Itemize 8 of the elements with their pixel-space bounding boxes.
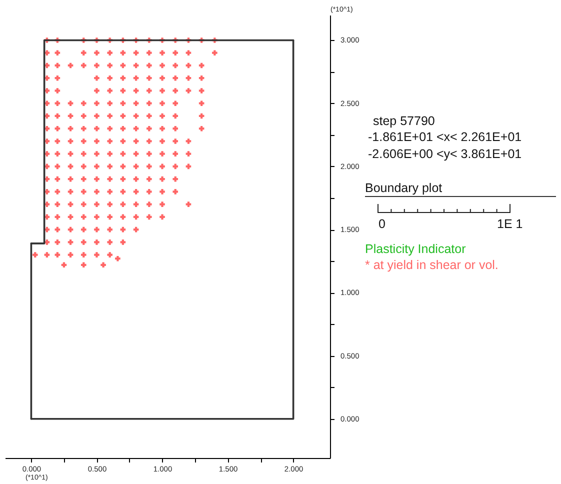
text: 0	[378, 217, 386, 231]
text: step 57790	[373, 114, 435, 128]
text: 1E 1	[497, 217, 523, 231]
text: Boundary plot	[365, 181, 443, 195]
text: -2.606E+00 <y< 3.861E+01	[368, 147, 522, 161]
text: -1.861E+01 <x< 2.261E+01	[368, 130, 522, 144]
legend-title: Plasticity Indicator	[365, 242, 466, 256]
text: * at yield in shear or vol.	[365, 258, 498, 272]
